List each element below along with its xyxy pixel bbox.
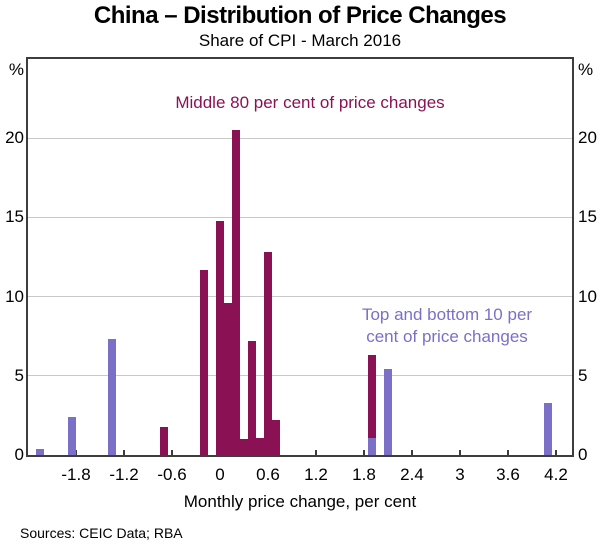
bar-series0-x0.2: [231, 130, 241, 455]
bar-series1-x4.1: [543, 402, 553, 455]
x-tick-mark: [363, 450, 365, 455]
x-tick-label--1.8: -1.8: [61, 465, 91, 484]
bar-series1-x-1.85: [67, 416, 77, 455]
y-tick-label-left-15: 15: [5, 207, 24, 227]
x-tick-mark: [507, 450, 509, 455]
y-tick-label-right-10: 10: [578, 286, 597, 306]
x-tick-mark: [123, 450, 125, 455]
x-tick-label-4.2: 4.2: [544, 465, 568, 484]
bar-series0-x0.6: [263, 252, 273, 455]
x-tick-label-0.6: 0.6: [256, 465, 280, 484]
x-tick-label--1.2: -1.2: [109, 465, 139, 484]
sources-note: Sources: CEIC Data; RBA: [20, 525, 183, 541]
bar-series1-x-1.35: [107, 339, 117, 455]
bar-series1-x1.9: [367, 437, 377, 455]
chart-subtitle: Share of CPI - March 2016: [198, 31, 402, 50]
bar-series0-x0.7: [271, 420, 281, 455]
y-tick-label-left-20: 20: [5, 128, 24, 148]
x-tick-label-3.6: 3.6: [496, 465, 520, 484]
bar-series0-x0.5: [255, 437, 265, 455]
x-tick-mark: [411, 450, 413, 455]
y-axis-unit-left: %: [8, 60, 24, 79]
bar-series0-x1.9: [367, 355, 377, 455]
x-tick-mark: [459, 450, 461, 455]
x-tick-label--0.6: -0.6: [157, 465, 187, 484]
y-tick-label-left-5: 5: [14, 365, 24, 385]
x-tick-label-1.8: 1.8: [352, 465, 376, 484]
y-tick-label-right-15: 15: [578, 207, 597, 227]
y-tick-label-right-0: 0: [578, 445, 588, 464]
bar-series0-x-0.7: [159, 426, 169, 455]
bar-series0-x0.1: [223, 302, 233, 455]
gridline-y-10: [28, 296, 572, 298]
gridline-y-15: [28, 216, 572, 218]
x-tick-label-3: 3: [455, 465, 465, 484]
bar-series0-x0.4: [247, 340, 257, 455]
annotation-middle-80: Middle 80 per cent of price changes: [175, 93, 445, 112]
y-tick-label-right-5: 5: [578, 365, 588, 385]
gridline-y-20: [28, 137, 572, 139]
annotation-top-bottom-10-line1: Top and bottom 10 per: [361, 305, 533, 324]
bar-series0-x0: [215, 220, 225, 455]
x-axis-title: Monthly price change, per cent: [183, 492, 417, 511]
x-tick-label-0: 0: [215, 465, 225, 484]
x-tick-mark: [171, 450, 173, 455]
bar-series0-x0.3: [239, 439, 249, 455]
annotation-top-bottom-10-line2: cent of price changes: [366, 327, 528, 346]
gridline-y-5: [28, 375, 572, 377]
bar-series0-x-0.2: [199, 269, 209, 455]
bar-series1-x-2.25: [35, 448, 45, 455]
x-tick-mark: [555, 450, 557, 455]
x-tick-mark: [315, 450, 317, 455]
y-tick-label-right-20: 20: [578, 128, 597, 148]
bar-series1-x2.1: [383, 369, 393, 455]
y-axis-unit-right: %: [578, 60, 594, 79]
annotation-top-bottom-10: Top and bottom 10 per cent of price chan…: [362, 304, 532, 348]
x-tick-label-2.4: 2.4: [400, 465, 424, 484]
y-tick-label-left-0: 0: [14, 445, 24, 464]
plot-area: Middle 80 per cent of price changes Top …: [26, 57, 574, 457]
y-tick-label-left-10: 10: [5, 286, 24, 306]
chart-title: China – Distribution of Price Changes: [93, 2, 507, 29]
x-tick-label-1.2: 1.2: [304, 465, 328, 484]
